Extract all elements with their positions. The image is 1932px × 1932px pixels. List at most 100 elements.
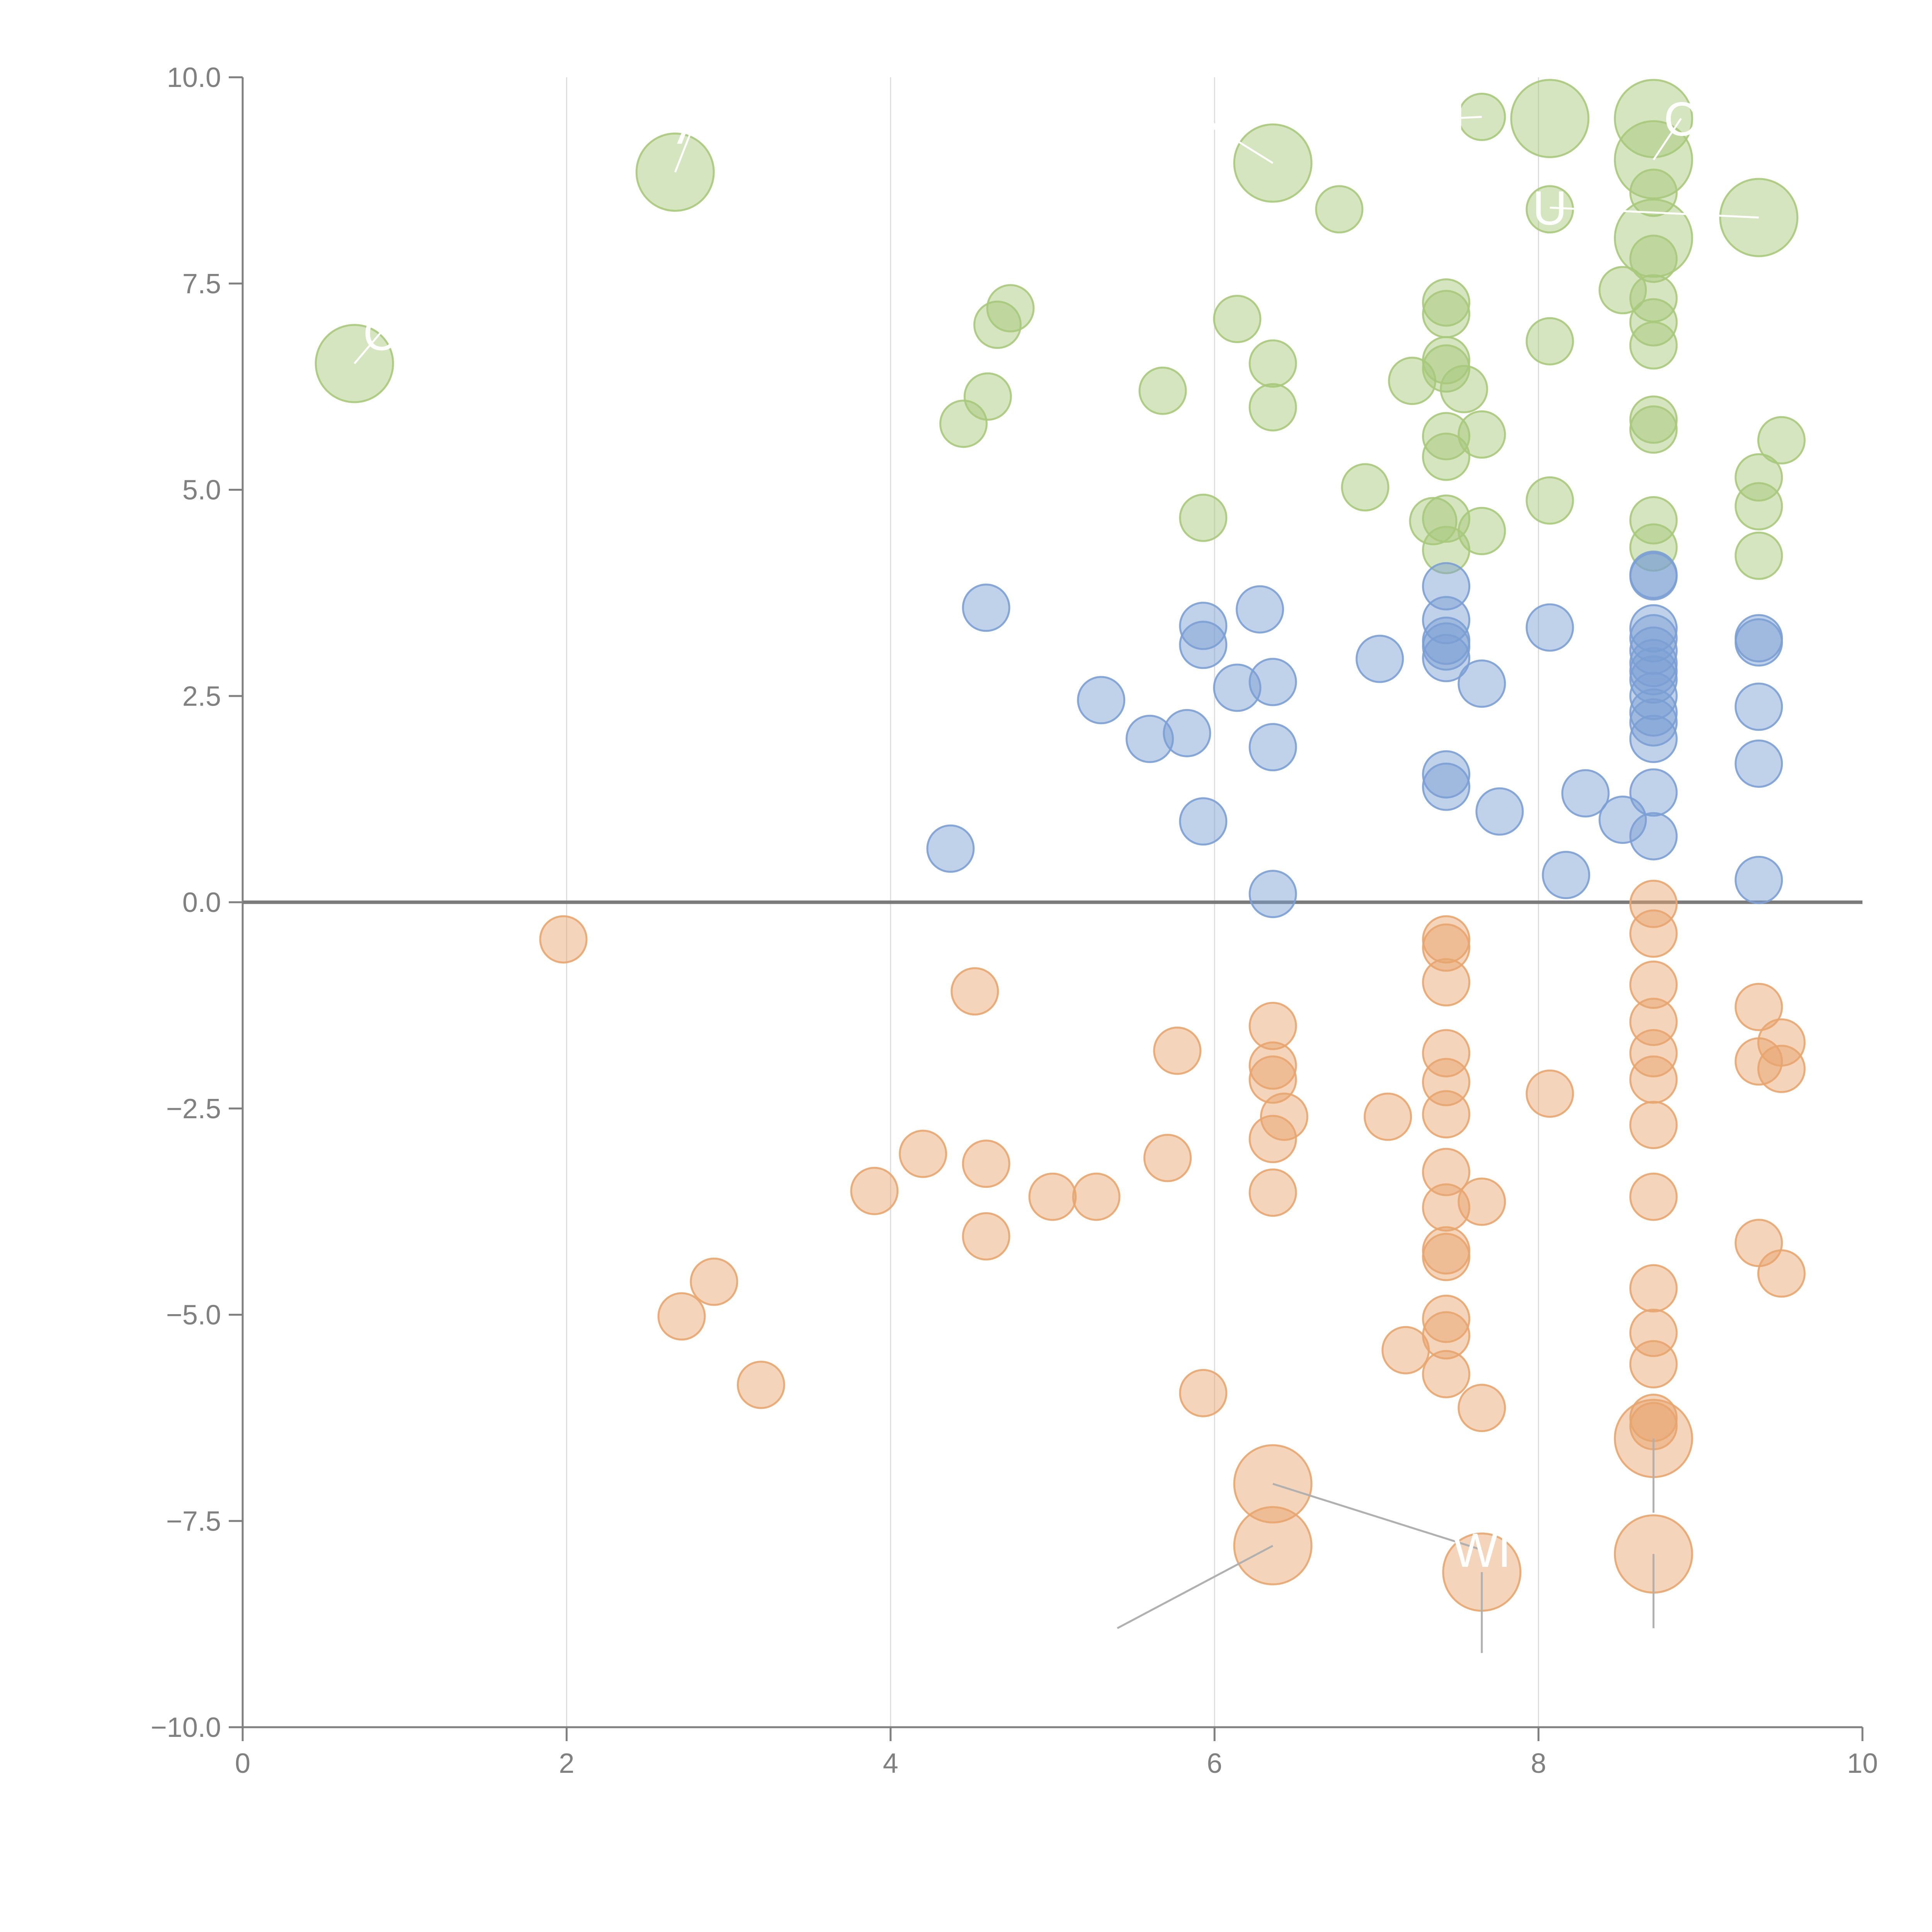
orange-bubble bbox=[736, 1361, 785, 1409]
y-tick-label: 5.0 bbox=[182, 475, 221, 506]
orange-bubble bbox=[1248, 1115, 1297, 1163]
blue-bubble bbox=[1213, 663, 1262, 712]
orange-bubble bbox=[1422, 1029, 1471, 1078]
orange-bubble bbox=[1629, 1100, 1678, 1149]
blue-bubble bbox=[1422, 750, 1471, 799]
tick-labels: 0 2 4 6 8 10 10.0 7.5 5.0 2.5 0.0 −2.5 −5.0 −7.5 −10.0 bbox=[151, 62, 1878, 1779]
green-bubble bbox=[1422, 344, 1471, 393]
blue-bubble bbox=[1629, 688, 1678, 737]
blue-bubble bbox=[1629, 698, 1678, 747]
blue-bubble bbox=[1126, 714, 1174, 763]
green-bubble bbox=[1629, 496, 1678, 544]
orange-bubble bbox=[1757, 1249, 1806, 1298]
green-bubble bbox=[1629, 235, 1678, 283]
green-bubble bbox=[1526, 476, 1574, 525]
orange-bubble bbox=[690, 1257, 738, 1306]
green-bubble bbox=[1248, 383, 1297, 432]
blue-bubble bbox=[1629, 768, 1678, 817]
green-bubble bbox=[939, 400, 988, 448]
orange-bubble bbox=[1381, 1326, 1430, 1374]
orange-bubble bbox=[1629, 1264, 1678, 1313]
blue-bubble bbox=[1422, 596, 1471, 645]
blue-bubble bbox=[1236, 585, 1284, 634]
green-bubble bbox=[1629, 395, 1678, 444]
orange-bubble bbox=[1248, 1055, 1297, 1104]
blue-bubble bbox=[1163, 709, 1211, 757]
annotation-label: X bbox=[1199, 101, 1231, 154]
orange-bubble bbox=[1248, 1168, 1297, 1217]
y-tick-label: −10.0 bbox=[151, 1712, 221, 1743]
green-bubble bbox=[1440, 365, 1488, 413]
orange-bubble bbox=[962, 1139, 1010, 1188]
green-bubble bbox=[1629, 523, 1678, 572]
blue-bubble bbox=[1458, 659, 1506, 708]
orange-bubble bbox=[1629, 961, 1678, 1009]
green-bubble bbox=[1409, 497, 1458, 546]
blue-bubble bbox=[1475, 787, 1524, 836]
orange-bubble bbox=[1735, 983, 1783, 1031]
blue-bubble bbox=[1355, 634, 1404, 683]
annotation-label: C bbox=[363, 307, 398, 361]
blue-bubble bbox=[1629, 552, 1678, 601]
green-bubble bbox=[1179, 493, 1228, 542]
blue-bubble bbox=[1735, 618, 1783, 667]
green-bubble bbox=[1422, 412, 1471, 461]
orange-bubble bbox=[1422, 923, 1471, 972]
blue-bubble bbox=[1629, 614, 1678, 663]
x-tick-label: 2 bbox=[559, 1748, 574, 1779]
green-bubble bbox=[1422, 290, 1471, 338]
blue-bubble bbox=[1248, 723, 1297, 772]
green-bubble bbox=[1341, 463, 1389, 512]
y-tick-label: 10.0 bbox=[167, 62, 221, 93]
orange-bubble bbox=[1757, 1044, 1806, 1093]
annotation-label: U bbox=[1532, 182, 1567, 235]
green-bubble bbox=[1614, 198, 1693, 278]
green-bubble bbox=[1735, 531, 1783, 580]
blue-bubble bbox=[1422, 762, 1471, 811]
annotation-label: WI bbox=[1452, 1524, 1511, 1577]
annotation-leader-line bbox=[674, 126, 694, 173]
y-tick-label: −7.5 bbox=[166, 1506, 221, 1537]
axes bbox=[242, 77, 1862, 1728]
x-tick-label: 6 bbox=[1207, 1748, 1222, 1779]
y-tick-label: −2.5 bbox=[166, 1094, 221, 1124]
y-tick-label: 7.5 bbox=[182, 269, 221, 299]
x-tick-label: 10 bbox=[1847, 1748, 1878, 1779]
green-bubble bbox=[1599, 266, 1647, 315]
orange-bubble bbox=[1526, 1069, 1574, 1118]
blue-bubble bbox=[1179, 602, 1228, 650]
annotation-leader-line bbox=[354, 332, 381, 364]
orange-bubble bbox=[1233, 1506, 1313, 1585]
green-bubble bbox=[963, 372, 1012, 421]
orange-bubble bbox=[962, 1212, 1010, 1261]
green-bubble bbox=[1629, 405, 1678, 454]
orange-bubble bbox=[1458, 1384, 1506, 1432]
green-bubble bbox=[1458, 507, 1506, 555]
orange-bubble bbox=[1422, 1090, 1471, 1139]
blue-bubble bbox=[1561, 769, 1610, 818]
green-bubble bbox=[1614, 79, 1693, 158]
orange-bubble bbox=[850, 1167, 899, 1215]
green-bubble bbox=[1510, 79, 1590, 158]
green-bubble bbox=[1629, 168, 1678, 217]
blue-bubble bbox=[1526, 603, 1574, 652]
orange-bubble bbox=[1458, 1177, 1506, 1226]
blue-bubble bbox=[1735, 855, 1783, 904]
blue-bubble bbox=[1248, 658, 1297, 706]
orange-bubble bbox=[1422, 1233, 1471, 1281]
blue-bubble bbox=[1629, 714, 1678, 763]
orange-bubble bbox=[1179, 1369, 1228, 1417]
orange-bubble bbox=[1629, 1055, 1678, 1104]
green-bubble bbox=[1422, 278, 1471, 327]
annotation-leader-line bbox=[1117, 1545, 1274, 1629]
orange-bubble bbox=[1422, 1311, 1471, 1360]
orange-bubble bbox=[1422, 1148, 1471, 1196]
orange-bubble bbox=[1757, 1018, 1806, 1067]
blue-bubble bbox=[1735, 682, 1783, 731]
blue-bubble bbox=[1422, 562, 1471, 611]
blue-bubble bbox=[926, 824, 975, 873]
y-tick-label: 0.0 bbox=[182, 887, 221, 918]
blue-bubble bbox=[1077, 676, 1126, 724]
annotation-label: H bbox=[1430, 93, 1465, 146]
